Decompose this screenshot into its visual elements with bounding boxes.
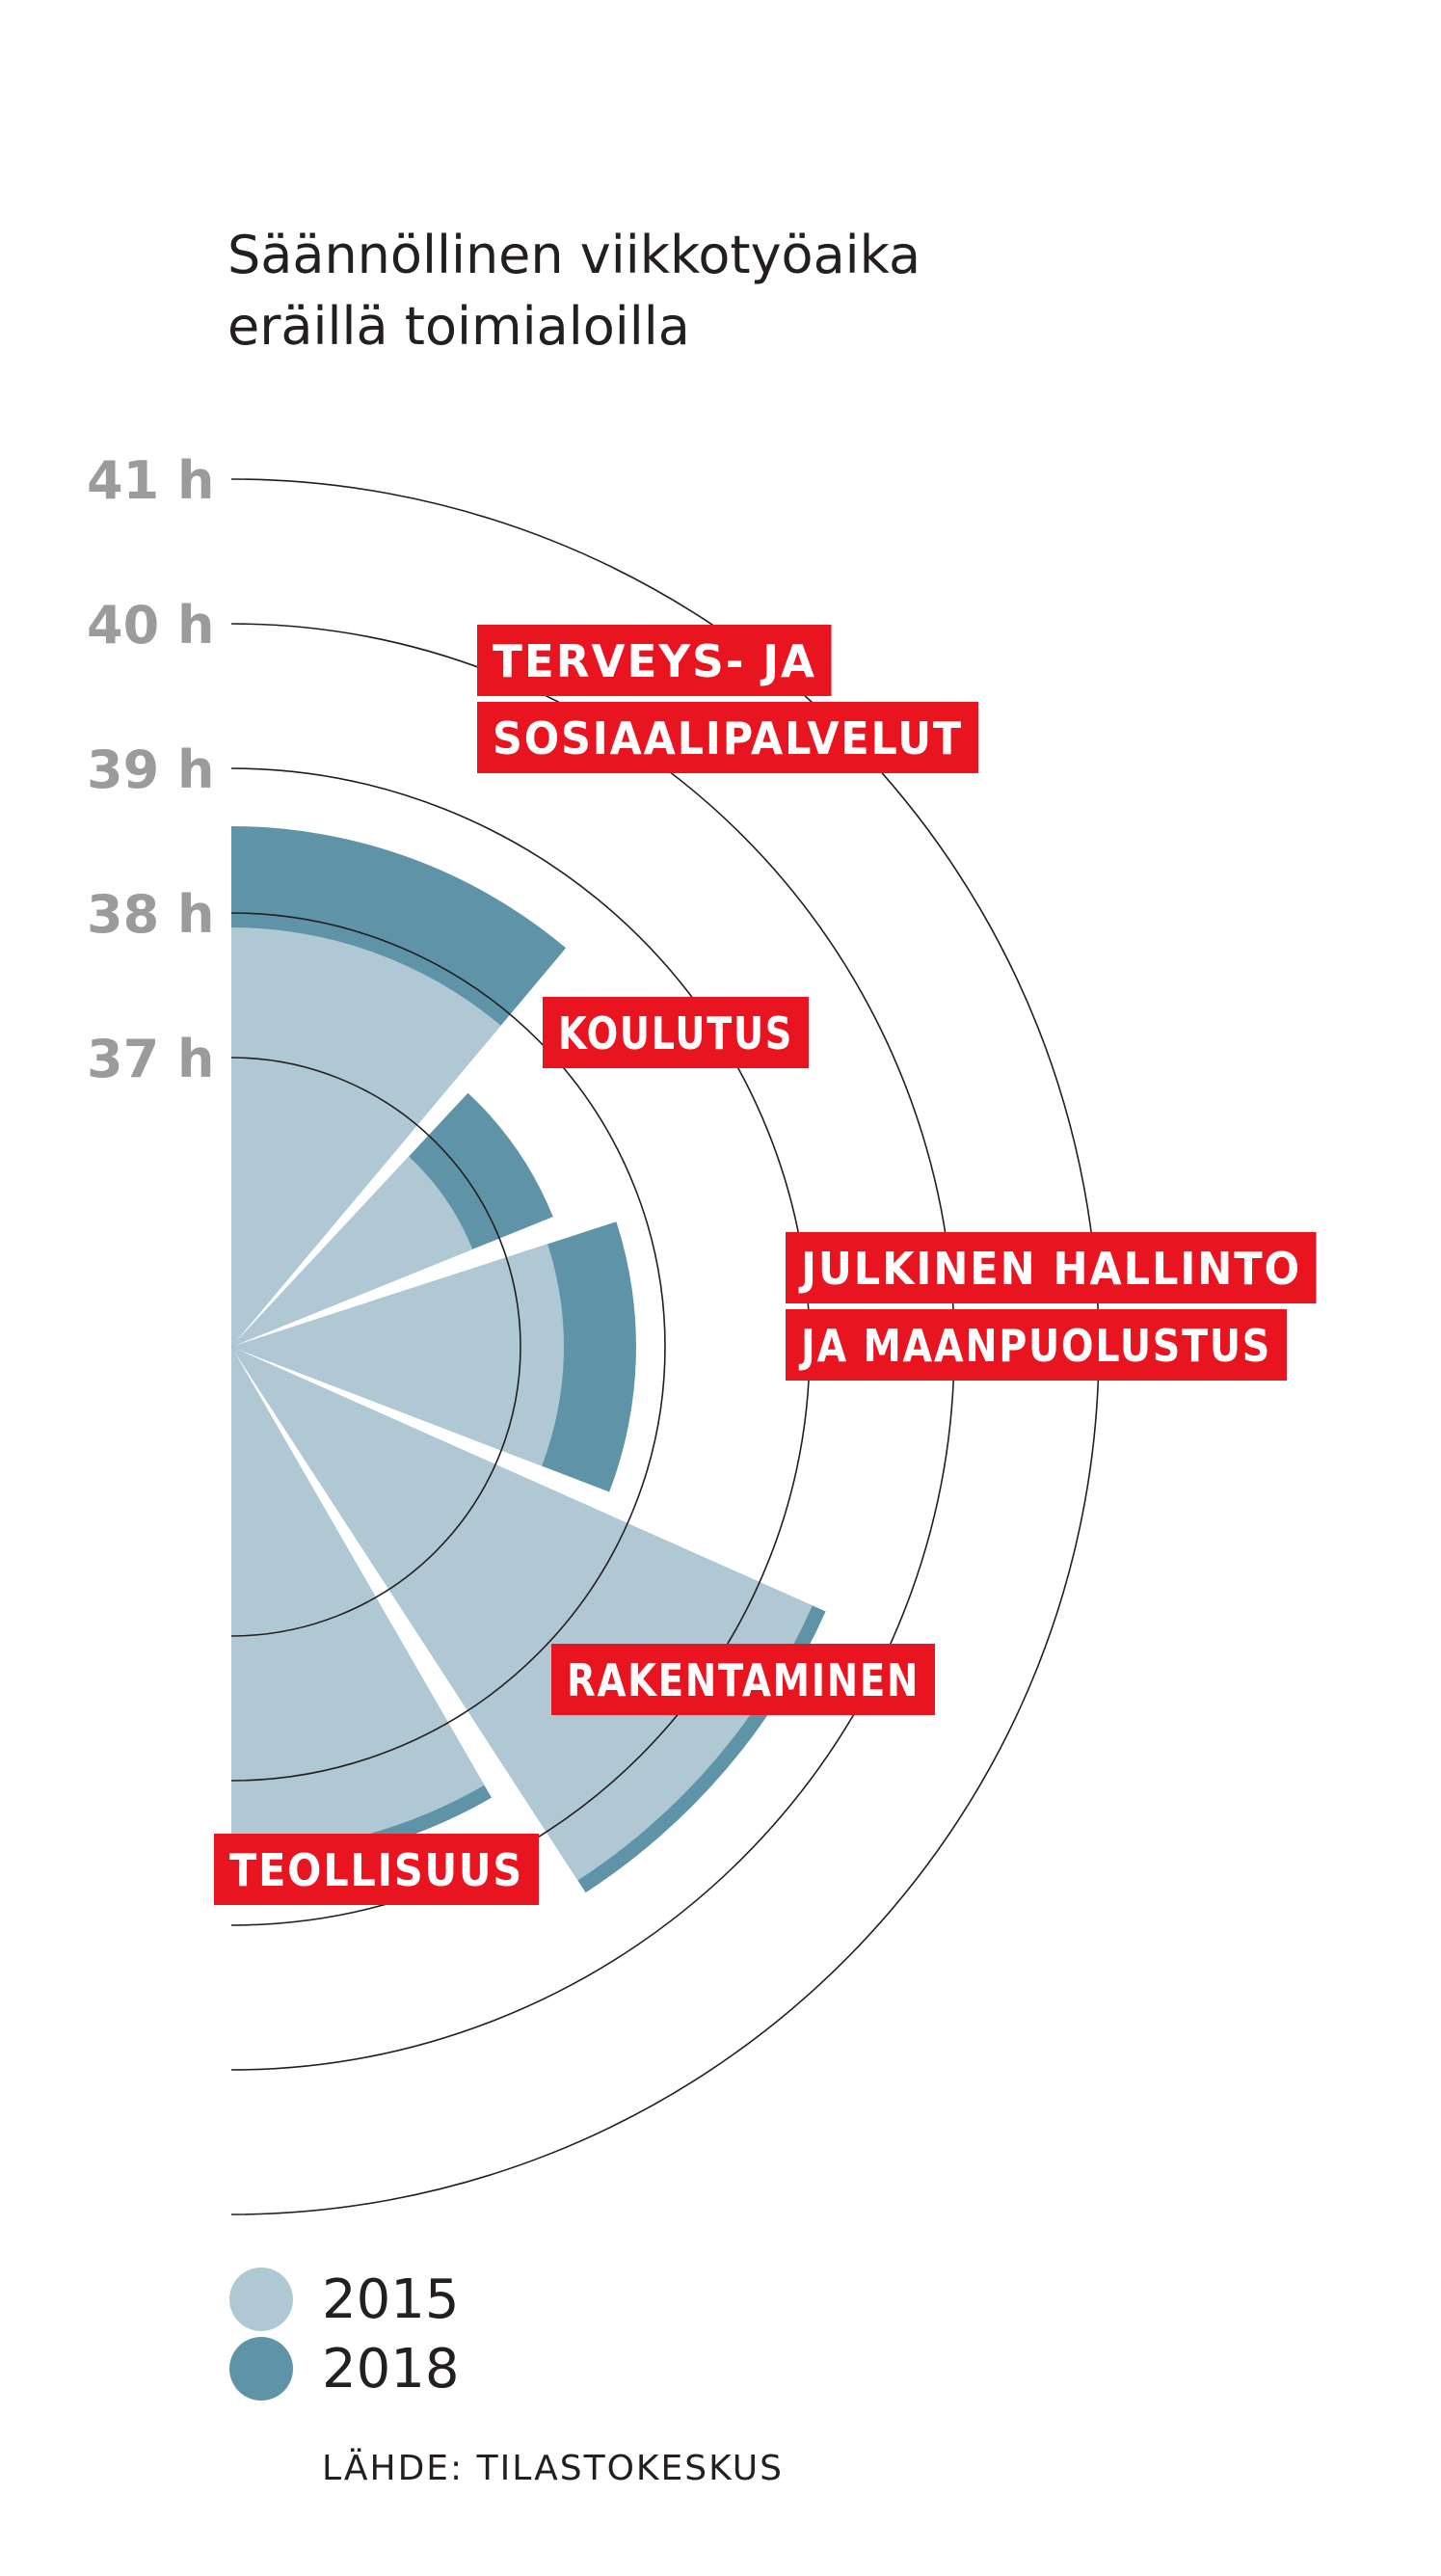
chart-title-line-2: eräillä toimialoilla xyxy=(227,296,690,357)
bar-2015-2 xyxy=(231,1244,564,1466)
category-label-box-3-0 xyxy=(551,1644,935,1715)
legend-label-2015: 2015 xyxy=(322,2268,460,2331)
bar-2015-3 xyxy=(231,1347,813,1881)
ring-38h xyxy=(230,912,666,1782)
category-label-box-1-0 xyxy=(543,997,809,1068)
legend-swatch-2015 xyxy=(229,2267,293,2331)
category-label-0-0: TERVEYS- JA xyxy=(493,635,816,687)
tick-label-39h: 39 h xyxy=(87,739,214,800)
legend-swatch-2018 xyxy=(229,2337,293,2401)
tick-label-37h: 37 h xyxy=(87,1029,214,1089)
category-label-box-4-0 xyxy=(214,1834,539,1905)
chart-title-line-1: Säännöllinen viikkotyöaika xyxy=(227,225,921,285)
category-label-box-2-1 xyxy=(786,1309,1287,1381)
category-label-1-0: KOULUTUS xyxy=(558,1007,793,1060)
category-labels: TERVEYS- JA SOSIAALIPALVELUT KOULUTUS JULKI… xyxy=(214,625,1317,1905)
tick-label-38h: 38 h xyxy=(87,884,214,945)
chart-title: Säännöllinen viikkotyöaika eräillä toimi… xyxy=(227,220,921,362)
category-label-0-1: SOSIAALIPALVELUT xyxy=(493,712,963,765)
bar-2015-0 xyxy=(231,927,501,1347)
category-label-4-0: TEOLLISUUS xyxy=(229,1844,523,1896)
tick-label-40h: 40 h xyxy=(87,595,214,656)
category-label-2-0: JULKINEN HALLINTO xyxy=(798,1243,1301,1295)
source-note: LÄHDE: TILASTOKESKUS xyxy=(322,2449,784,2488)
legend-label-2018: 2018 xyxy=(322,2338,460,2401)
tick-labels: 37 h 38 h 39 h 40 h 41 h xyxy=(87,450,214,1089)
bar-2015-4 xyxy=(231,1347,485,1854)
category-label-box-2-0 xyxy=(786,1232,1317,1303)
tick-label-41h: 41 h xyxy=(87,450,214,511)
category-label-3-0: RAKENTAMINEN xyxy=(567,1654,920,1706)
bar-2015-1 xyxy=(231,1156,473,1347)
category-label-2-1: JA MAANPUOLUSTUS xyxy=(798,1320,1271,1372)
ring-37h xyxy=(230,1057,521,1637)
category-label-box-0-1 xyxy=(477,702,978,773)
category-label-box-0-0 xyxy=(477,625,832,696)
bars xyxy=(231,826,826,1893)
